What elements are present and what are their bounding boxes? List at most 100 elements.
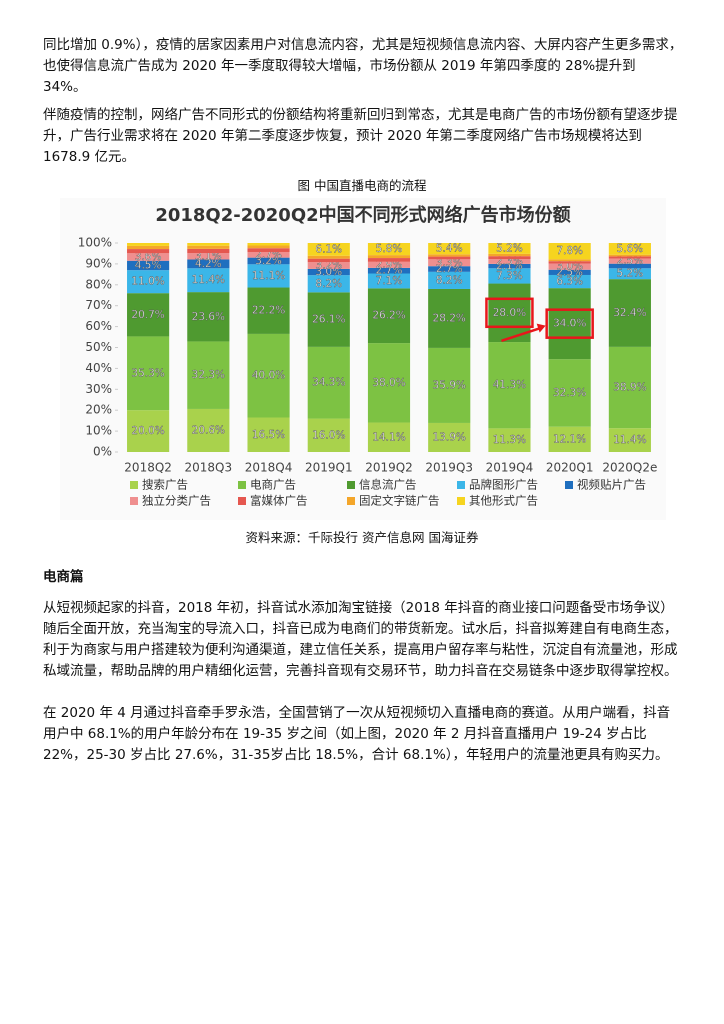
bar-segment (307, 258, 350, 263)
data-label: 41.3% (493, 379, 526, 391)
legend-label: 视频贴片广告 (577, 478, 646, 492)
bar-segment (488, 243, 531, 254)
bar-segment (187, 245, 230, 249)
data-label: 22.2% (252, 305, 285, 317)
bar-segment (247, 417, 290, 452)
data-label: 20.6% (192, 424, 225, 436)
y-tick-label: 20% (85, 403, 112, 417)
data-label: 20.7% (131, 309, 164, 321)
bar-segment (247, 257, 290, 265)
bar-segment (367, 273, 411, 289)
legend-swatch (130, 497, 138, 505)
bar-segment (428, 288, 471, 348)
bar-segment (127, 270, 170, 294)
bar-segment (307, 292, 350, 347)
legend-swatch (347, 497, 355, 505)
data-label: 3.2% (315, 260, 342, 272)
bar-segment (247, 251, 290, 258)
bar-segment (488, 428, 531, 452)
bar-segment (548, 359, 591, 427)
bar-segment (127, 410, 170, 452)
x-tick-label: 2019Q4 (486, 461, 534, 475)
legend-swatch (238, 481, 246, 489)
data-label: 11.3% (493, 434, 526, 446)
data-label: 6.3% (556, 276, 583, 288)
data-label: 5.4% (436, 243, 463, 255)
legend-label: 其他形式广告 (469, 494, 538, 508)
data-label: 34.0% (553, 318, 586, 330)
bar-segment (307, 268, 350, 276)
chart-title: 2018Q2-2020Q2中国不同形式网络广告市场份额 (155, 204, 570, 226)
bar-segment (367, 261, 411, 268)
bar-segment (608, 279, 651, 347)
data-label: 5.2% (496, 242, 523, 254)
data-label: 35.3% (131, 367, 164, 379)
bar-segment (608, 428, 651, 452)
bar-segment (127, 336, 170, 411)
legend-swatch (457, 497, 465, 505)
bar-segment (548, 259, 591, 262)
bar-segment (488, 342, 531, 429)
data-label: 7.8% (556, 245, 583, 257)
y-tick-label: 50% (85, 340, 112, 354)
data-label: 3.0% (315, 266, 342, 278)
bar-segment (247, 287, 290, 334)
legend-swatch (457, 481, 465, 489)
legend-label: 固定文字链广告 (359, 494, 440, 508)
x-tick-label: 2019Q3 (425, 461, 473, 475)
legend-swatch (565, 481, 573, 489)
bar-segment (608, 268, 651, 280)
bar-segment (428, 347, 471, 423)
bar-segment (488, 268, 531, 284)
bar-segment (247, 243, 290, 246)
x-tick-label: 2018Q4 (245, 461, 293, 475)
highlight-box (485, 297, 534, 329)
paragraph: 在 2020 年 4 月通过抖音牵手罗永浩，全国营销了一次从短视频切入直播电商的… (43, 705, 671, 763)
y-tick-label: 100% (78, 236, 112, 250)
bar-segment (127, 260, 170, 271)
data-label: 3.1% (195, 250, 222, 262)
bar-segment (367, 267, 411, 274)
data-label: 16.5% (252, 429, 285, 441)
data-label: 5.8% (376, 243, 403, 255)
chart: 2018Q2-2020Q2中国不同形式网络广告市场份额 0% 10% 20% 30% 4… (60, 198, 666, 520)
data-label: 16.0% (312, 429, 345, 441)
bar-segment (428, 422, 471, 452)
data-label: 3.0% (556, 261, 583, 273)
x-tick-label: 2018Q3 (185, 461, 233, 475)
bar-segment (187, 253, 230, 260)
bar-segment (608, 254, 651, 257)
data-label: 38.9% (613, 382, 646, 394)
bar-segment (608, 346, 651, 429)
bar-segment (247, 248, 290, 252)
data-label: 3.6% (135, 251, 162, 263)
bar-segment (127, 245, 170, 250)
legend-label: 电商广告 (250, 478, 296, 492)
data-label: 26.1% (312, 314, 345, 326)
bar-segment (307, 418, 350, 452)
data-label: 7.1% (376, 275, 403, 287)
bar-segment (307, 255, 350, 259)
bar-segment (488, 256, 531, 260)
bar-segment (187, 292, 230, 342)
paragraph: 从短视频起家的抖音，2018 年初，抖音试水添加淘宝链接（2018 年抖音的商业… (43, 600, 678, 679)
y-tick-label: 90% (85, 256, 112, 270)
data-label: 3.2% (255, 255, 282, 267)
arrow-head (536, 323, 546, 333)
y-tick-label: 80% (85, 277, 112, 291)
bar-segment (608, 243, 651, 255)
bar-segment (307, 275, 350, 293)
data-label: 3.3% (436, 257, 463, 269)
source-note: 资料来源：千际投行 资产信息网 国海证券 (245, 530, 479, 545)
data-label: 4.5% (135, 259, 162, 271)
bar-segment (428, 266, 471, 272)
data-label: 14.1% (372, 431, 405, 443)
data-label: 32.4% (613, 307, 646, 319)
bar-segment (428, 254, 471, 257)
bar-segment (247, 245, 290, 249)
data-label: 26.2% (372, 310, 405, 322)
data-label: 4.2% (195, 258, 222, 270)
legend-label: 富媒体广告 (250, 494, 308, 508)
legend-swatch (238, 497, 246, 505)
